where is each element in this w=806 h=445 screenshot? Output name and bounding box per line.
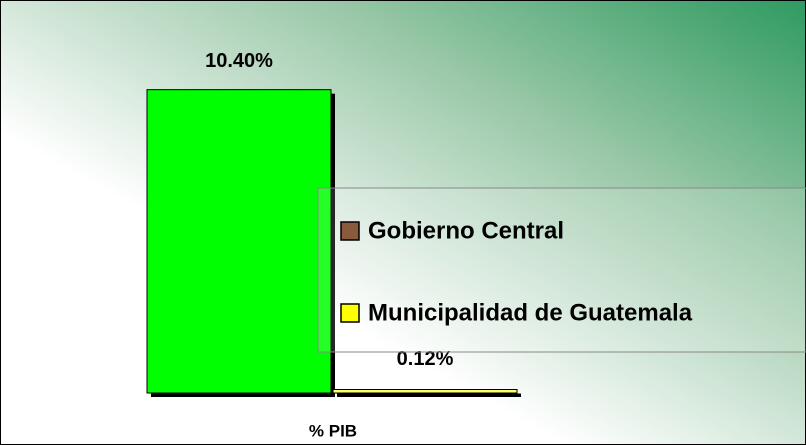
data-label: 0.12% bbox=[397, 348, 454, 370]
legend-label: Gobierno Central bbox=[368, 217, 564, 244]
x-tick-label: % PIB bbox=[309, 421, 357, 440]
bar bbox=[146, 89, 332, 394]
bar bbox=[332, 389, 518, 394]
bar-shadow bbox=[337, 393, 521, 397]
legend-swatch bbox=[340, 303, 360, 323]
data-label: 10.40% bbox=[205, 50, 273, 72]
legend-label: Municipalidad de Guatemala bbox=[368, 299, 693, 326]
legend-box bbox=[317, 187, 806, 353]
legend-swatch bbox=[340, 221, 360, 241]
